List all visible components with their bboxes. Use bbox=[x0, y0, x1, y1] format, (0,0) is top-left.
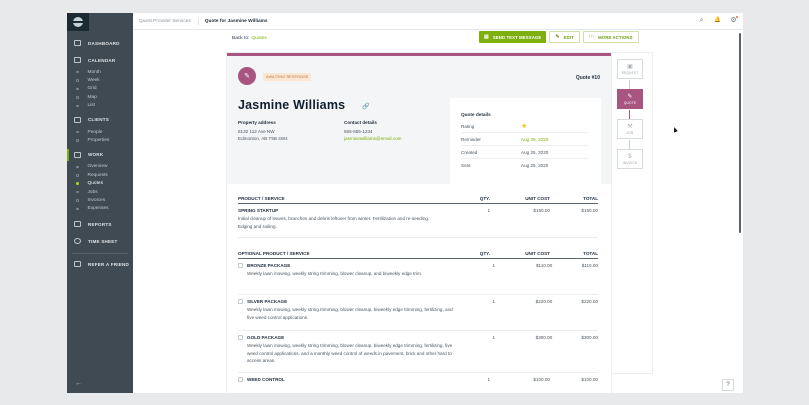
quote-details-title: Quote details bbox=[461, 112, 491, 117]
quote-avatar: ✎ bbox=[238, 67, 256, 85]
address-line1: 8132 112 Ave NW bbox=[238, 129, 275, 134]
calendar-icon bbox=[74, 57, 81, 63]
contact-email[interactable]: jasminewilliams@email.com bbox=[344, 136, 402, 141]
gear-icon[interactable]: ⚙ bbox=[730, 16, 738, 24]
page-title: Quote for Jasmine Williams bbox=[204, 18, 268, 24]
jobber-logo-icon bbox=[73, 17, 83, 27]
back-to-quotes-link[interactable]: Quotes bbox=[251, 36, 267, 41]
workflow-panel: ▣ REQUEST ✎ QUOTE ⚒ JOB $ INVOICE bbox=[612, 53, 652, 373]
optional-checkbox[interactable] bbox=[238, 299, 243, 304]
collapse-sidebar-icon[interactable]: ← bbox=[75, 380, 82, 387]
rating-row: Rating ★ bbox=[461, 120, 588, 133]
work-icon bbox=[74, 151, 81, 158]
search-icon[interactable]: ⌕ bbox=[699, 17, 704, 24]
workflow-request[interactable]: ▣ REQUEST bbox=[617, 59, 643, 79]
contact-details-label: Contact details bbox=[344, 120, 377, 125]
sidebar-item-refer-a-friend[interactable]: REFER A FRIEND bbox=[67, 258, 133, 270]
sidebar-item-work[interactable]: WORK bbox=[67, 148, 133, 161]
sidebar-subitem-week[interactable]: Week bbox=[67, 76, 133, 84]
help-button[interactable]: ? bbox=[722, 379, 734, 391]
action-bar: ▤ SEND TEXT MESSAGE ✎ EDIT ··· MORE ACTIONS bbox=[479, 31, 639, 43]
sidebar-subitem-quotes[interactable]: Quotes bbox=[67, 180, 133, 188]
sidebar-subitem-jobs[interactable]: Jobs bbox=[67, 188, 133, 196]
created-row: Created Aug 25, 2020 bbox=[461, 146, 588, 159]
table-row: GOLD PACKAGE Weekly lawn mowing, weekly s… bbox=[238, 331, 598, 373]
sidebar-subitem-month[interactable]: Month bbox=[67, 68, 133, 76]
quote-number: Quote #10 bbox=[575, 75, 600, 81]
send-text-message-button[interactable]: ▤ SEND TEXT MESSAGE bbox=[479, 31, 547, 43]
client-name[interactable]: Jasmine Williams bbox=[238, 98, 346, 112]
app-window: DASHBOARD CALENDAR Month Week Grid Map L… bbox=[67, 13, 743, 393]
status-badge: AWAITING RESPONSE bbox=[263, 73, 312, 81]
sidebar-subitem-overview[interactable]: Overview bbox=[67, 163, 133, 171]
line-items-table: PRODUCT / SERVICE QTY. UNIT COST TOTAL S… bbox=[238, 193, 598, 238]
sidebar-item-calendar[interactable]: CALENDAR bbox=[67, 54, 133, 66]
table-row: WEED CONTROL 1 $100.00 $100.00 bbox=[238, 373, 598, 387]
back-to: Back to: Quotes bbox=[232, 36, 267, 41]
sidebar-item-dashboard[interactable]: DASHBOARD bbox=[67, 37, 133, 49]
sent-row: Sent Aug 25, 2020 bbox=[461, 163, 549, 168]
sidebar-subitem-map[interactable]: Map bbox=[67, 93, 133, 101]
message-icon: ▤ bbox=[484, 34, 489, 40]
sidebar-subitem-people[interactable]: People bbox=[67, 128, 133, 136]
quote-icon: ✎ bbox=[627, 94, 633, 100]
quote-details-panel: Quote details Rating ★ Reminder Aug 28, 20… bbox=[450, 98, 601, 184]
sidebar-subitem-grid[interactable]: Grid bbox=[67, 85, 133, 93]
gift-icon bbox=[74, 261, 81, 268]
workflow-job[interactable]: ⚒ JOB bbox=[617, 119, 643, 139]
request-icon: ▣ bbox=[627, 64, 633, 70]
sidebar-subitem-list[interactable]: List bbox=[67, 102, 133, 110]
workflow-invoice[interactable]: $ INVOICE bbox=[617, 149, 643, 169]
optional-checkbox[interactable] bbox=[238, 335, 243, 340]
sidebar-divider bbox=[72, 253, 128, 255]
reports-icon bbox=[74, 221, 81, 228]
address-line2: Edmonton, AB T5B 4W4 bbox=[238, 136, 288, 141]
sidebar-item-time-sheet[interactable]: TIME SHEET bbox=[67, 235, 133, 247]
table-row: SPRING STARTUP Initial cleanup of leaves,… bbox=[238, 204, 598, 238]
link-icon[interactable]: 🔗 bbox=[362, 104, 370, 110]
scrollbar[interactable] bbox=[739, 33, 741, 233]
sidebar-subitem-invoices[interactable]: Invoices bbox=[67, 196, 133, 204]
sidebar-item-reports[interactable]: REPORTS bbox=[67, 218, 133, 230]
optional-checkbox[interactable] bbox=[238, 263, 243, 268]
property-address-label: Property address bbox=[238, 120, 276, 125]
sidebar-subitem-requests[interactable]: Requests bbox=[67, 171, 133, 179]
breadcrumb-company[interactable]: Quest Provider Services bbox=[133, 17, 199, 25]
ellipsis-icon: ··· bbox=[588, 34, 595, 40]
topbar: Quest Provider Services Quote for Jasmin… bbox=[133, 13, 743, 30]
sidebar-subitem-expenses[interactable]: Expenses bbox=[67, 205, 133, 213]
table-row: BRONZE PACKAGE Weekly lawn mowing, weekly… bbox=[238, 259, 598, 295]
sidebar-item-clients[interactable]: CLIENTS bbox=[67, 114, 133, 126]
sidebar-subitem-properties[interactable]: Properties bbox=[67, 136, 133, 144]
table-row: SILVER PACKAGE Weekly lawn mowing, weekly… bbox=[238, 295, 598, 331]
table-header: OPTIONAL PRODUCT / SERVICE QTY. UNIT COS… bbox=[238, 248, 598, 259]
bell-icon[interactable]: 🔔 bbox=[714, 17, 721, 23]
dashboard-icon bbox=[74, 40, 81, 46]
optional-checkbox[interactable] bbox=[238, 377, 243, 382]
workflow-quote[interactable]: ✎ QUOTE bbox=[617, 89, 643, 109]
invoice-icon: $ bbox=[628, 153, 632, 160]
pencil-icon: ✎ bbox=[555, 34, 560, 40]
edit-button[interactable]: ✎ EDIT bbox=[549, 31, 580, 43]
clock-icon bbox=[74, 238, 81, 245]
logo[interactable] bbox=[67, 13, 89, 31]
help-icon: ? bbox=[726, 382, 730, 388]
clients-icon bbox=[74, 116, 81, 123]
quote-card: ✎ AWAITING RESPONSE Quote #10 Jasmine Wi… bbox=[227, 53, 611, 393]
reminder-row: Reminder Aug 28, 2020 bbox=[461, 133, 588, 146]
more-actions-button[interactable]: ··· MORE ACTIONS bbox=[582, 31, 639, 43]
hammer-icon: ⚒ bbox=[627, 124, 633, 130]
sidebar: DASHBOARD CALENDAR Month Week Grid Map L… bbox=[67, 13, 133, 393]
table-header: PRODUCT / SERVICE QTY. UNIT COST TOTAL bbox=[238, 193, 598, 204]
quote-icon: ✎ bbox=[244, 73, 250, 80]
contact-phone[interactable]: 555-555-1234 bbox=[344, 129, 373, 134]
optional-items-table: OPTIONAL PRODUCT / SERVICE QTY. UNIT COS… bbox=[238, 248, 598, 387]
star-icon[interactable]: ★ bbox=[521, 123, 528, 130]
